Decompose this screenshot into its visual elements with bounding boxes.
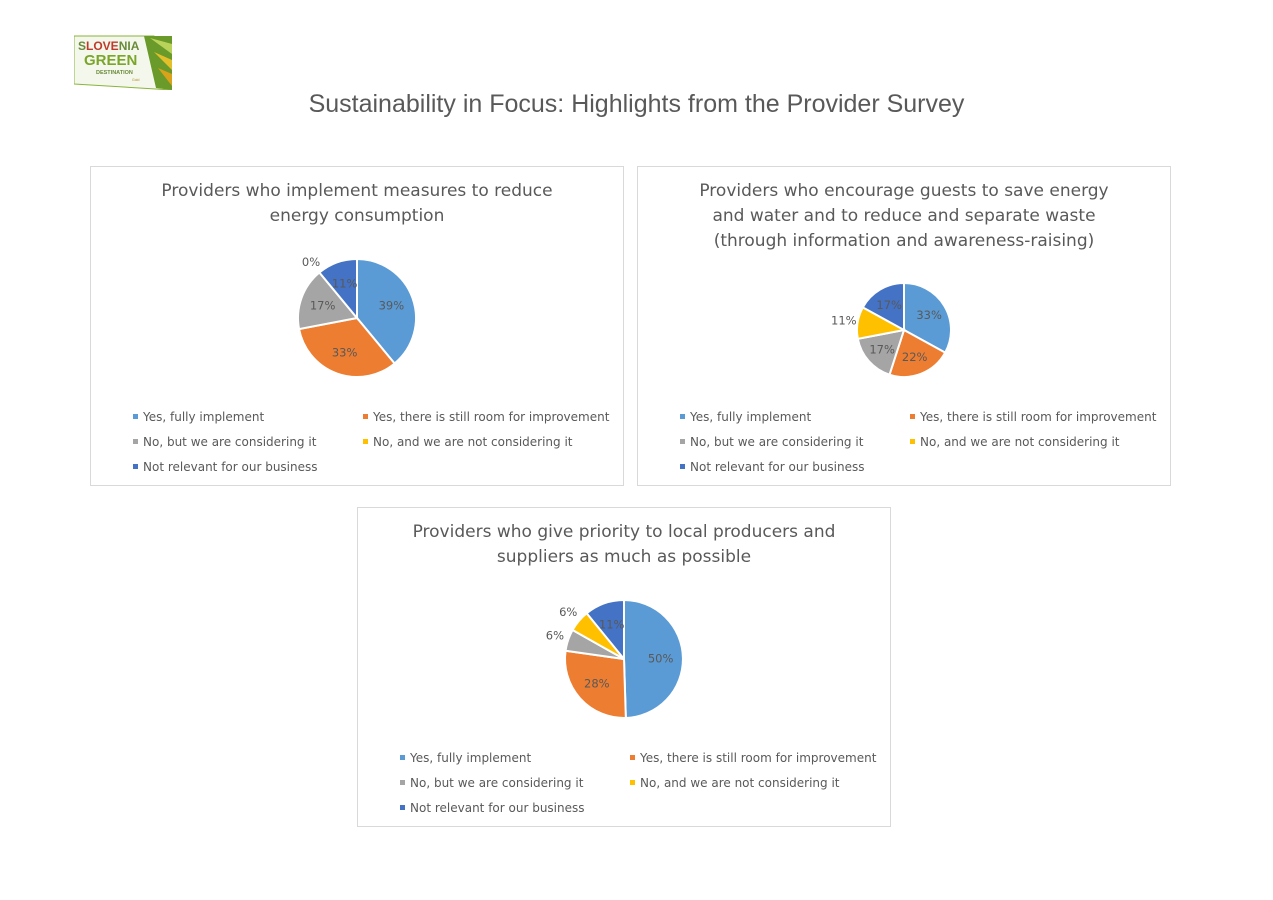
legend-swatch [630,755,635,760]
chart-panel-local-producers: Providers who give priority to local pro… [357,507,891,827]
slovenia-green-logo: SLOVENIA GREEN DESTINATION Gold [74,35,172,90]
logo-text-s: S [78,39,86,53]
chart-title: Providers who encourage guests to save e… [638,179,1170,254]
data-label: 17% [310,299,336,313]
data-label: 11% [599,618,625,632]
data-label: 28% [584,676,610,690]
slice-not-relevant [861,281,905,332]
legend-item: No, and we are not considering it [363,435,573,449]
data-label: 6% [559,605,577,619]
slice-yes-room [888,328,947,378]
legend-item: Yes, there is still room for improvement [630,751,876,765]
data-label: 39% [379,299,405,313]
legend-swatch [400,805,405,810]
legend-swatch [363,414,368,419]
legend-swatch [363,439,368,444]
chart-title-line: Providers who give priority to local pro… [412,522,836,542]
legend-label: Yes, there is still room for improvement [920,410,1157,424]
legend-swatch [133,439,138,444]
data-label: 11% [831,314,857,328]
slice-yes-room [564,649,627,719]
legend-label: Yes, there is still room for improvement [640,751,877,765]
legend-label: No, and we are not considering it [640,776,840,790]
chart-title-line: suppliers as much as possible [496,547,752,567]
data-label: 33% [332,345,358,359]
slice-not-relevant [317,257,358,321]
legend-swatch [910,439,915,444]
legend-item: Yes, fully implement [400,751,531,765]
chart-panel-energy: Providers who implement measures to redu… [90,166,624,486]
svg-text:SLOVENIA: SLOVENIA [78,39,140,53]
slice-yes-fully [356,257,417,365]
logo-text-green: GREEN [84,52,137,69]
legend-item: Yes, fully implement [133,410,264,424]
legend-label: No, and we are not considering it [920,435,1120,449]
data-label: 0% [302,255,320,269]
data-label: 6% [546,629,564,643]
chart-title-line: (through information and awareness-raisi… [713,231,1095,251]
data-label: 33% [916,308,942,322]
legend-label: Not relevant for our business [690,460,865,474]
pie-chart: 50% 28% 6% 6% 11% [546,598,684,720]
logo-text-destination: DESTINATION [96,70,133,76]
legend-swatch [400,755,405,760]
pie-chart: 33% 22% 17% 11% 17% [831,281,952,378]
slice-yes-fully [623,598,684,720]
legend-item: No, and we are not considering it [630,776,840,790]
data-label: 17% [869,342,895,356]
logo-text-nia: NIA [119,39,140,53]
chart-title: Providers who implement measures to redu… [91,179,623,229]
chart-title: Providers who give priority to local pro… [358,520,890,570]
chart-title-line: Providers who encourage guests to save e… [699,181,1109,201]
slice-no-considering [297,271,359,331]
legend-item: No, and we are not considering it [910,435,1120,449]
logo-text-gold: Gold [132,78,139,82]
legend-swatch [910,414,915,419]
legend-item: No, but we are considering it [133,435,316,449]
legend-swatch [680,414,685,419]
legend-item: Yes, there is still room for improvement [363,410,609,424]
legend-swatch [133,464,138,469]
legend-label: Yes, there is still room for improvement [373,410,610,424]
data-label: 11% [332,277,358,291]
data-label: 22% [902,350,928,364]
legend-label: Not relevant for our business [410,801,585,815]
data-label: 50% [648,651,674,665]
legend-item: Yes, fully implement [680,410,811,424]
legend-label: Yes, fully implement [690,410,812,424]
logo-text-love: LOVE [86,39,119,53]
legend-swatch [680,464,685,469]
data-label: 17% [876,298,902,312]
legend-item: Yes, there is still room for improvement [910,410,1156,424]
slice-yes-fully [903,281,952,354]
legend-swatch [680,439,685,444]
legend-label: No, and we are not considering it [373,435,573,449]
chart-title-line: Providers who implement measures to redu… [161,181,553,201]
legend-item: Not relevant for our business [400,801,585,815]
legend-label: Not relevant for our business [143,460,318,474]
legend-label: No, but we are considering it [690,435,864,449]
legend-item: Not relevant for our business [133,460,318,474]
legend-swatch [400,780,405,785]
legend-label: Yes, fully implement [410,751,532,765]
slice-yes-room [297,316,397,378]
chart-title-line: and water and to reduce and separate was… [712,206,1096,226]
chart-panel-guests: Providers who encourage guests to save e… [637,166,1171,486]
legend-label: No, but we are considering it [143,435,317,449]
legend-item: Not relevant for our business [680,460,865,474]
pie-chart: 39% 33% 17% 0% 11% [297,255,417,378]
legend-swatch [133,414,138,419]
slice-not-relevant [585,598,625,662]
chart-title-line: energy consumption [269,206,445,226]
page-title: Sustainability in Focus: Highlights from… [308,90,965,118]
legend-swatch [630,780,635,785]
legend-label: Yes, fully implement [143,410,265,424]
legend-item: No, but we are considering it [680,435,863,449]
legend-item: No, but we are considering it [400,776,583,790]
legend-label: No, but we are considering it [410,776,584,790]
